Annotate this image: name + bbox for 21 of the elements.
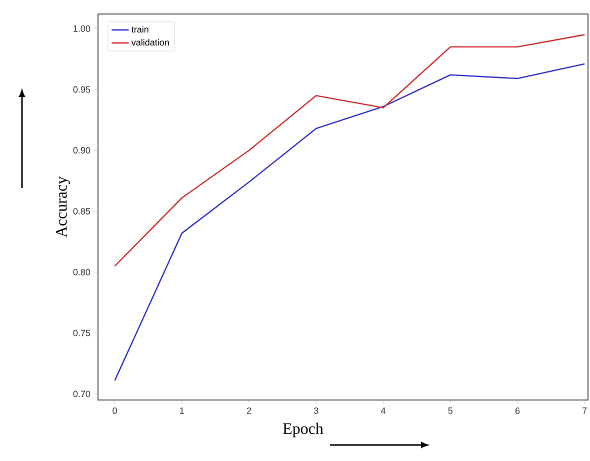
- line-series: [114, 34, 586, 267]
- y-tick-label: 0.95: [73, 86, 90, 93]
- x-tick-label: 5: [448, 408, 453, 414]
- y-tick-label: 0.85: [73, 208, 90, 214]
- x-axis-title: Epoch: [283, 422, 324, 438]
- line-series: [114, 63, 586, 382]
- legend-label: validation: [131, 38, 169, 46]
- y-tick-label: 0.75: [73, 330, 90, 336]
- x-tick-label: 1: [180, 408, 184, 414]
- x-tick-label: 0: [112, 408, 117, 414]
- x-tick-label: 6: [515, 408, 520, 414]
- y-tick-label: 0.90: [73, 147, 90, 154]
- y-tick-label: 0.80: [73, 268, 90, 276]
- legend-label: train: [132, 26, 148, 33]
- y-tick-label: 0.70: [73, 390, 90, 398]
- y-tick-label: 1.00: [74, 25, 90, 32]
- x-tick-label: 3: [314, 408, 318, 414]
- y-axis-title: Accuracy: [56, 176, 70, 238]
- x-tick-label: 2: [246, 408, 252, 414]
- x-tick-label: 4: [380, 408, 386, 414]
- x-tick-label: 7: [582, 408, 587, 414]
